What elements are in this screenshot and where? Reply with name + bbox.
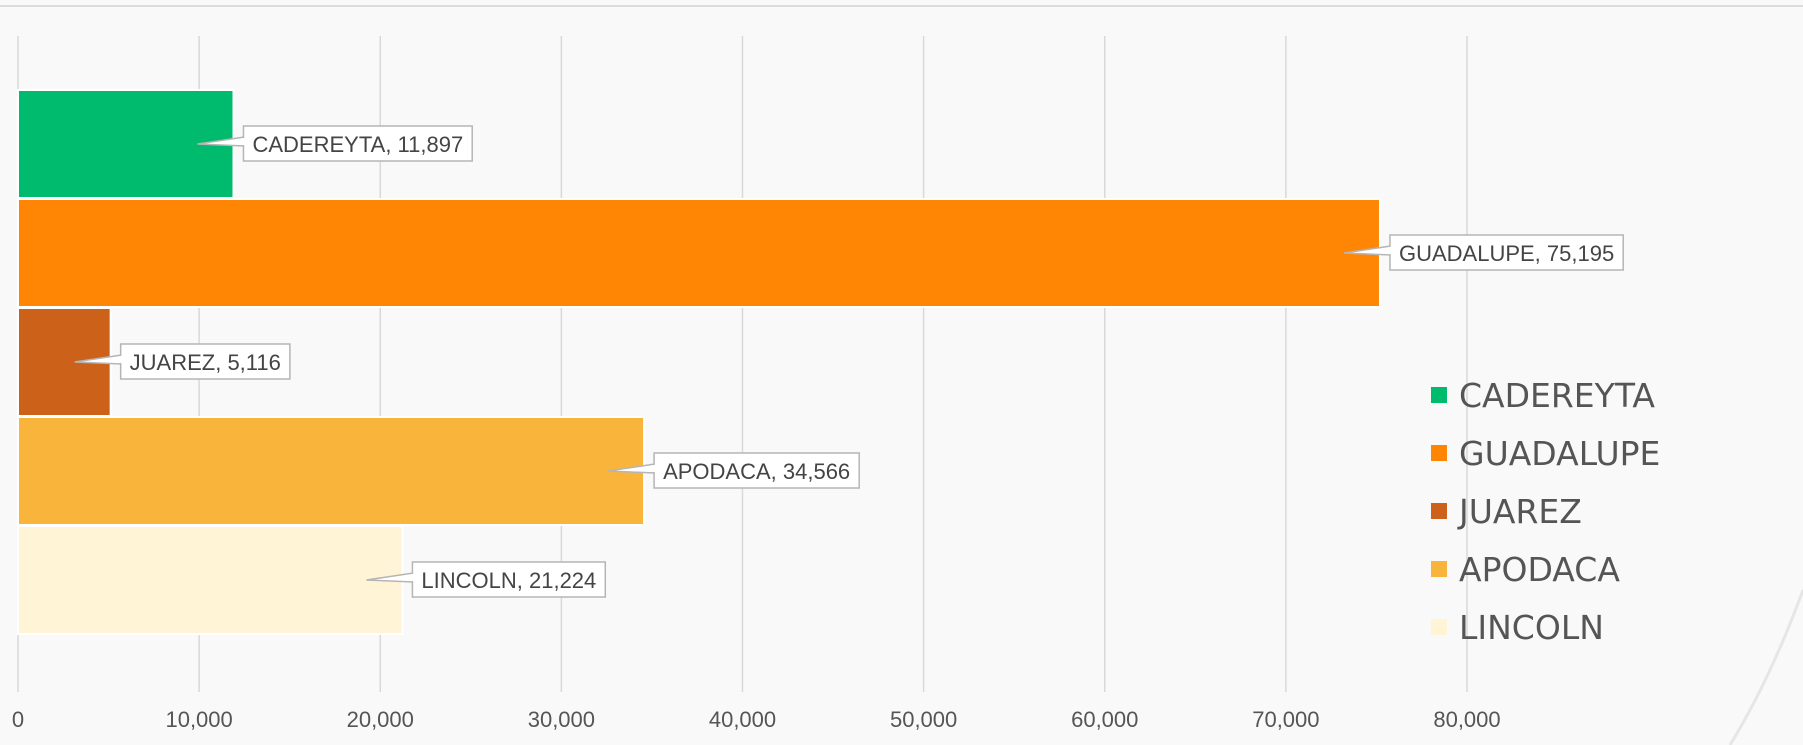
- x-tick-label: 20,000: [347, 707, 414, 732]
- legend-label: CADEREYTA: [1459, 376, 1655, 415]
- x-axis-ticks: 0 10,000 20,000 30,000 40,000 50,000 60,000 70,…: [12, 707, 1501, 732]
- data-label-text: APODACA, 34,566: [663, 459, 850, 484]
- data-label-text: GUADALUPE, 75,195: [1399, 241, 1614, 266]
- legend-swatch: [1431, 619, 1447, 635]
- x-tick-label: 70,000: [1252, 707, 1319, 732]
- legend-swatch: [1431, 561, 1447, 577]
- x-tick-label: 0: [12, 707, 24, 732]
- data-label-text: LINCOLN, 21,224: [421, 568, 596, 593]
- data-label: GUADALUPE, 75,195: [1343, 234, 1624, 271]
- legend-item: JUAREZ: [1431, 492, 1582, 531]
- data-label-box: [1389, 234, 1624, 271]
- page-corner-curl: [1728, 589, 1803, 745]
- legend-item: CADEREYTA: [1431, 376, 1655, 415]
- bar: [17, 198, 1381, 308]
- data-label: APODACA, 34,566: [607, 452, 860, 489]
- data-label-text: JUAREZ, 5,116: [130, 350, 281, 375]
- x-tick-label: 40,000: [709, 707, 776, 732]
- data-label: CADEREYTA, 11,897: [197, 125, 473, 162]
- legend-swatch: [1431, 503, 1447, 519]
- legend-item: APODACA: [1431, 550, 1620, 589]
- legend: CADEREYTA GUADALUPE JUAREZ APODACA LINCOLN: [1431, 376, 1660, 647]
- data-label-box: [242, 125, 473, 162]
- legend-item: GUADALUPE: [1431, 434, 1660, 473]
- bar: [17, 416, 646, 526]
- legend-label: LINCOLN: [1459, 608, 1604, 647]
- bar: [17, 525, 404, 635]
- data-labels: CADEREYTA, 11,897 GUADALUPE, 75,195 JUAREZ…: [74, 125, 1624, 598]
- data-label-box: [119, 343, 291, 380]
- x-tick-label: 10,000: [165, 707, 232, 732]
- legend-swatch: [1431, 387, 1447, 403]
- legend-item: LINCOLN: [1431, 608, 1604, 647]
- x-tick-label: 30,000: [528, 707, 595, 732]
- legend-label: APODACA: [1459, 550, 1620, 589]
- data-label-box: [653, 452, 860, 489]
- data-label-text: CADEREYTA, 11,897: [252, 132, 463, 157]
- legend-swatch: [1431, 445, 1447, 461]
- x-tick-label: 80,000: [1433, 707, 1500, 732]
- data-label: LINCOLN, 21,224: [366, 561, 607, 598]
- legend-label: GUADALUPE: [1459, 434, 1660, 473]
- legend-label: JUAREZ: [1457, 492, 1582, 531]
- x-tick-label: 60,000: [1071, 707, 1138, 732]
- x-tick-label: 50,000: [890, 707, 957, 732]
- data-label-box: [411, 561, 607, 598]
- data-label: JUAREZ, 5,116: [74, 343, 291, 380]
